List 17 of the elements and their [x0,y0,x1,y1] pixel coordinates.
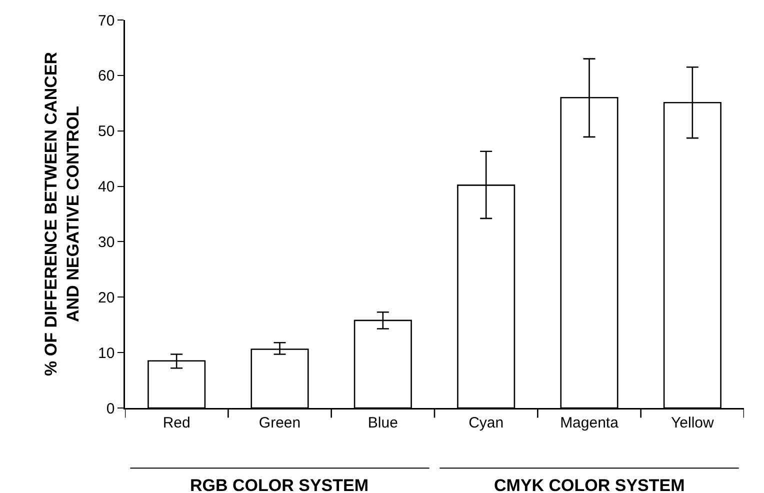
y-tick-label: 0 [106,400,115,418]
x-tick-label: Green [258,414,301,432]
y-tick-label: 40 [98,178,115,196]
y-tick-label: 70 [98,12,115,30]
y-tick-label: 10 [98,344,115,362]
text: RGB COLOR SYSTEM [190,476,369,493]
x-tick-label: Blue [368,414,398,432]
x-tick-label: Red [162,414,190,432]
y-tick-label: 50 [98,123,115,140]
x-tick-label: Cyan [468,414,504,432]
y-tick-label: 20 [98,289,115,306]
y-tick-label: 60 [98,68,115,85]
x-tick-label: Magenta [560,414,620,432]
y-tick-label: 30 [98,234,115,251]
y-axis-title: % OF DIFFERENCE BETWEEN CANCER AND NEGATIVE CONTROL [42,52,83,376]
text: CMYK COLOR SYSTEM [494,476,685,493]
x-tick-label: Yellow [671,414,714,432]
